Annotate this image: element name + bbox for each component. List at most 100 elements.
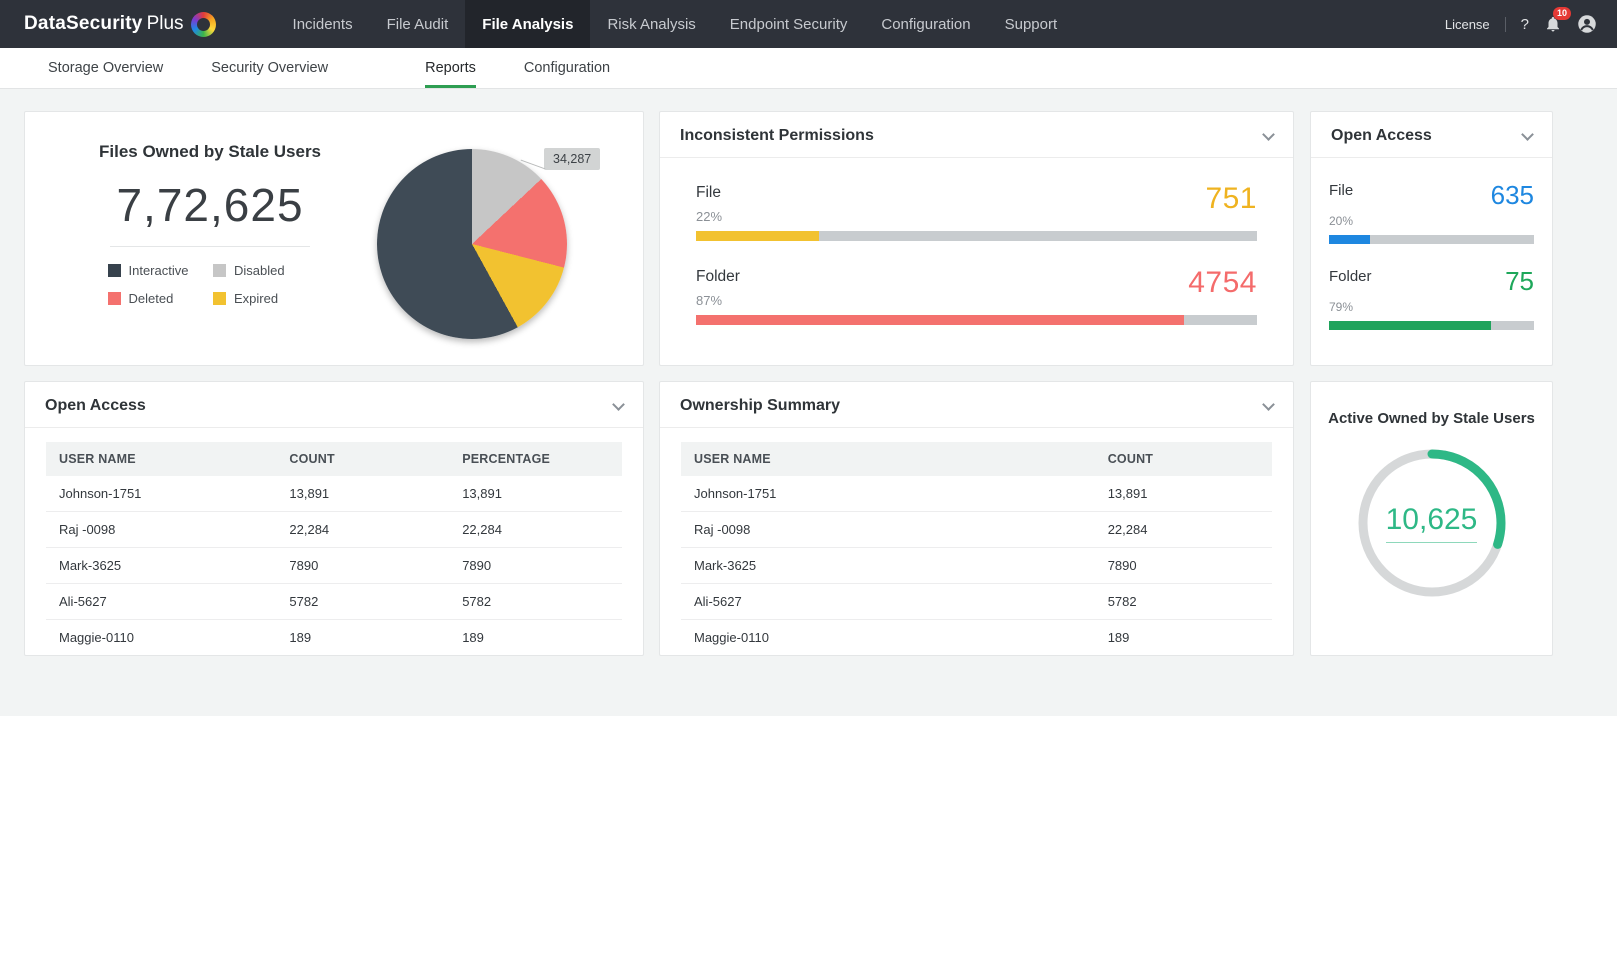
open-access-table-card: Open Access USER NAME COUNT PERCENTAGE J… [24,381,644,656]
oa-file-percent: 20% [1329,214,1354,228]
chevron-down-icon[interactable] [1521,127,1534,141]
legend-item-deleted: Deleted [107,291,208,306]
topbar: DataSecurity Plus Incidents File Audit F… [0,0,1617,48]
dashboard-content: Files Owned by Stale Users 7,72,625 Inte… [0,89,1617,716]
perm-file-value: 751 [1205,182,1257,215]
legend-swatch-expired [213,292,226,305]
oa-row-file: File 635 20% [1329,182,1534,244]
legend-item-disabled: Disabled [213,263,313,278]
donut-value: 10,625 [1385,503,1478,543]
col-percentage: PERCENTAGE [449,442,622,476]
subnav: Storage Overview Security Overview Repor… [0,48,1617,89]
col-user-name: USER NAME [46,442,277,476]
col-count: COUNT [1094,442,1272,476]
stale-total-value: 7,72,625 [110,178,310,247]
pie-legend: Interactive Disabled Deleted Expire [107,263,313,306]
notification-badge: 10 [1552,7,1571,20]
stale-card-title: Files Owned by Stale Users [98,142,322,161]
stale-card-summary: Files Owned by Stale Users 7,72,625 Inte… [55,142,365,306]
card-title: Open Access [1331,127,1432,144]
chevron-down-icon[interactable] [612,397,625,411]
perm-file-bar-fill [696,231,820,241]
table-row: Raj -0098 22,284 22,284 [46,511,622,548]
main-nav: Incidents File Audit File Analysis Risk … [276,0,1075,48]
nav-item-configuration[interactable]: Configuration [881,15,971,33]
chevron-down-icon[interactable] [1262,397,1275,411]
help-icon[interactable]: ? [1520,15,1529,33]
legend-label: Expired [234,291,279,306]
perm-file-label: File [696,184,721,201]
nav-item-incidents[interactable]: Incidents [292,15,353,33]
stale-card-body: Files Owned by Stale Users 7,72,625 Inte… [25,112,643,342]
nav-item-risk-analysis[interactable]: Risk Analysis [607,15,696,33]
table-row: Johnson-1751 13,891 [681,476,1272,512]
notifications-button[interactable]: 10 [1544,7,1571,33]
oa-folder-bar [1329,321,1534,330]
nav-item-support[interactable]: Support [1004,15,1058,33]
nav-item-file-analysis[interactable]: File Analysis [465,0,591,48]
ownership-summary-table: USER NAME COUNT Johnson-1751 13,891 Raj … [681,442,1272,655]
donut-value-wrap: 10,625 [1354,445,1510,601]
col-user-name: USER NAME [681,442,1095,476]
dashboard-row-2: Open Access USER NAME COUNT PERCENTAGE J… [24,381,1617,656]
table-row: Maggie-0110 189 189 [46,619,622,655]
bell-icon [1547,16,1559,32]
open-access-table: USER NAME COUNT PERCENTAGE Johnson-1751 … [46,442,622,655]
user-avatar-icon[interactable] [1577,14,1597,34]
stale-users-pie-wrap: 34,287 [377,142,607,342]
donut-chart: 10,625 [1354,445,1510,601]
perm-folder-percent: 87% [696,293,723,308]
legend-label: Interactive [128,263,189,278]
card-title: Inconsistent Permissions [680,127,874,144]
oa-folder-label: Folder [1329,268,1372,285]
table-row: Ali-5627 5782 5782 [46,583,622,620]
perm-file-bar [696,231,1257,241]
oa-file-bar-fill [1329,235,1370,244]
card-title: Ownership Summary [680,397,841,414]
table-row: Maggie-0110 189 [681,619,1272,655]
inconsistent-permissions-card: Inconsistent Permissions File 22% 751 [659,111,1294,366]
perm-folder-label: Folder [696,268,740,285]
nav-item-file-audit[interactable]: File Audit [386,15,449,33]
files-owned-stale-users-card: Files Owned by Stale Users 7,72,625 Inte… [24,111,644,366]
open-access-summary-card: Open Access File 635 20% Folder [1310,111,1553,366]
pie-callout-label: 34,287 [544,148,601,170]
tab-configuration[interactable]: Configuration [523,59,611,76]
brand-logo[interactable]: DataSecurity Plus [24,11,216,37]
oa-file-label: File [1329,182,1354,199]
legend-label: Deleted [128,291,174,306]
table-header-row: USER NAME COUNT [681,442,1272,476]
legend-item-expired: Expired [213,291,313,306]
table-header-row: USER NAME COUNT PERCENTAGE [46,442,622,476]
perm-folder-bar [696,315,1257,325]
legend-swatch-disabled [213,264,226,277]
active-owned-stale-users-card: Active Owned by Stale Users 10,625 [1310,381,1553,656]
oa-file-bar [1329,235,1534,244]
ownership-summary-card: Ownership Summary USER NAME COUNT Johnso… [659,381,1294,656]
donut-card-title: Active Owned by Stale Users [1328,410,1535,427]
brand-swirl-icon [190,11,216,37]
oa-folder-bar-fill [1329,321,1491,330]
table-row: Ali-5627 5782 [681,583,1272,620]
legend-swatch-interactive [107,264,121,277]
nav-item-endpoint-security[interactable]: Endpoint Security [729,15,848,33]
oa-folder-percent: 79% [1329,300,1354,314]
oa-file-value: 635 [1490,180,1534,210]
stale-users-pie[interactable] [377,149,567,339]
legend-label: Disabled [234,263,285,278]
legend-swatch-deleted [107,292,121,305]
tab-security-overview[interactable]: Security Overview [211,59,329,76]
perm-folder-value: 4754 [1188,266,1257,299]
inconsistent-permissions-header: Inconsistent Permissions [660,112,1293,158]
donut-arc [1358,449,1505,597]
oa-folder-value: 75 [1505,266,1534,296]
tab-reports[interactable]: Reports [425,48,476,88]
table-row: Raj -0098 22,284 [681,511,1272,548]
tab-storage-overview[interactable]: Storage Overview [48,59,164,76]
topbar-right: License ? 10 [1444,7,1597,34]
inconsistent-permissions-body: File 22% 751 Folder 87% [660,158,1293,325]
table-row: Mark-3625 7890 [681,547,1272,584]
chevron-down-icon[interactable] [1262,127,1275,141]
perm-file-percent: 22% [696,209,723,224]
license-link[interactable]: License [1444,16,1490,32]
